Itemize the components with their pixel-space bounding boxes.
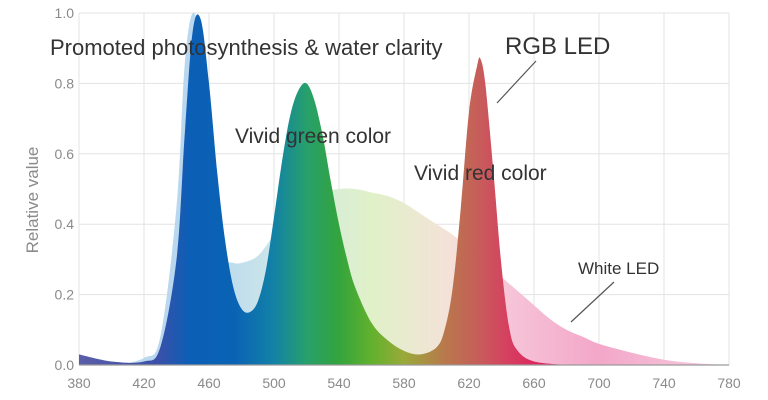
rgb-led-area — [79, 14, 567, 365]
y-tick-label: 0.4 — [55, 216, 75, 232]
annotation-white-led: White LED — [578, 259, 659, 278]
rgb-led-leader-line — [496, 60, 537, 104]
y-tick-label: 1.0 — [55, 5, 75, 21]
x-tick-label: 700 — [587, 375, 611, 391]
y-tick-label: 0.0 — [55, 357, 75, 373]
annotation-photosynthesis: Promoted photosynthesis & water clarity — [50, 35, 443, 60]
y-tick-label: 0.8 — [55, 75, 75, 91]
x-tick-label: 580 — [392, 375, 416, 391]
annotation-red: Vivid red color — [414, 162, 547, 185]
white-led-leader-line — [570, 281, 615, 323]
white-led-area — [79, 12, 729, 365]
annotation-green: Vivid green color — [235, 125, 391, 148]
x-tick-label: 460 — [197, 375, 221, 391]
x-tick-label: 500 — [262, 375, 286, 391]
annotation-rgb-led: RGB LED — [505, 33, 610, 60]
annotations: Promoted photosynthesis & water clarity R… — [50, 33, 659, 323]
y-tick-label: 0.2 — [55, 287, 75, 303]
tick-labels: 380 420 460 500 540 580 620 660 700 740 780 0.0 0.2 0… — [55, 5, 741, 391]
y-tick-label: 0.6 — [55, 146, 75, 162]
x-tick-label: 420 — [132, 375, 156, 391]
x-tick-label: 540 — [327, 375, 351, 391]
series-areas — [79, 12, 729, 365]
x-tick-label: 660 — [522, 375, 546, 391]
y-axis-label: Relative value — [23, 147, 42, 254]
x-tick-label: 380 — [67, 375, 91, 391]
x-tick-label: 620 — [457, 375, 481, 391]
x-tick-label: 740 — [652, 375, 676, 391]
x-tick-label: 780 — [717, 375, 741, 391]
